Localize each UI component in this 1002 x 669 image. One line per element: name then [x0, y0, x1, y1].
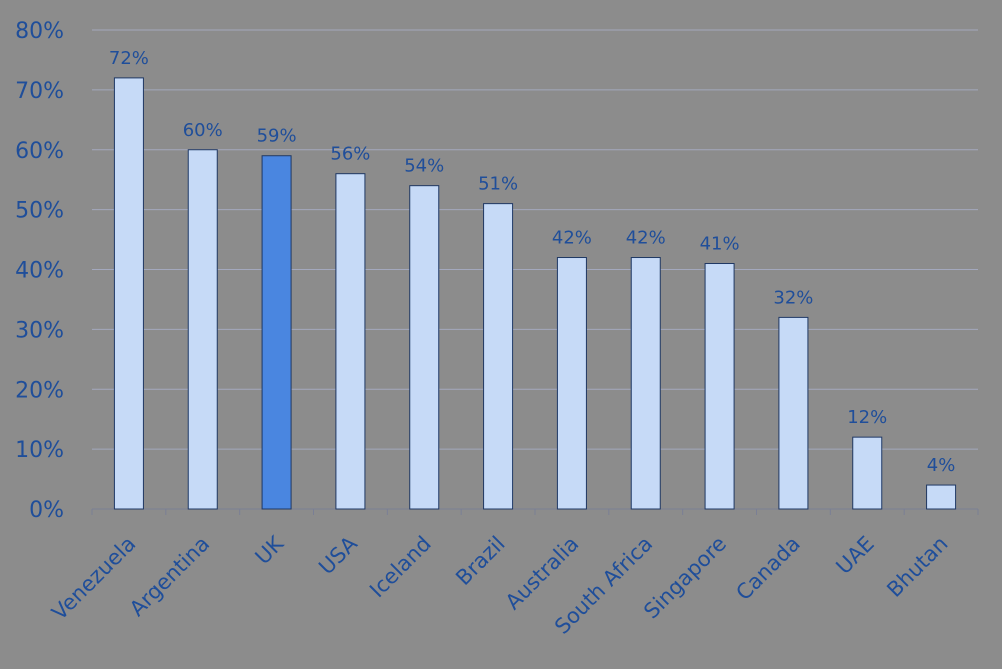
bar-venezuela	[113, 77, 144, 510]
bar-south-africa	[630, 257, 661, 510]
data-label: 56%	[330, 144, 370, 165]
x-tick-label: Iceland	[365, 532, 436, 603]
gridlines	[91, 29, 979, 515]
y-tick-label: 0%	[29, 498, 64, 523]
x-tick-label: UK	[251, 531, 289, 569]
bar-bhutan	[926, 484, 957, 510]
bar-singapore	[704, 263, 735, 510]
y-tick-label: 80%	[15, 19, 64, 44]
y-tick-label: 60%	[15, 139, 64, 164]
bars	[113, 77, 957, 510]
x-tick-label: Venezuela	[47, 532, 140, 625]
data-label: 72%	[109, 48, 149, 69]
y-tick-label: 20%	[15, 378, 64, 403]
x-tick-label: Canada	[731, 532, 804, 605]
data-label: 59%	[257, 126, 297, 147]
data-label: 41%	[700, 234, 740, 255]
bar-iceland	[409, 185, 440, 510]
y-tick-label: 10%	[15, 438, 64, 463]
y-tick-label: 30%	[15, 318, 64, 343]
x-tick-label: Argentina	[125, 532, 214, 621]
data-label: 51%	[478, 174, 518, 195]
x-tick-label: USA	[314, 531, 362, 579]
data-label: 12%	[847, 407, 887, 428]
x-tick-label: Bhutan	[882, 532, 952, 602]
data-label: 42%	[552, 228, 592, 249]
data-labels: 72% 60% 59% 56% 54% 51% 42% 42% 41% 32% 12% 4%	[109, 48, 955, 476]
data-label: 4%	[927, 455, 956, 476]
x-tick-label: UAE	[831, 532, 878, 579]
y-tick-label: 70%	[15, 79, 64, 104]
data-label: 60%	[183, 120, 223, 141]
y-tick-label: 40%	[15, 259, 64, 284]
bar-argentina	[187, 149, 218, 510]
bar-uk	[261, 155, 292, 510]
data-label: 54%	[404, 156, 444, 177]
bar-uae	[852, 436, 883, 510]
data-label: 32%	[773, 287, 813, 308]
bar-brazil	[483, 203, 514, 510]
y-tick-label: 50%	[15, 199, 64, 224]
y-axis-tick-labels: 0% 10% 20% 30% 40% 50% 60% 70% 80%	[15, 19, 64, 523]
data-label: 42%	[626, 228, 666, 249]
bar-usa	[335, 173, 366, 510]
bar-australia	[556, 257, 587, 510]
x-tick-label: Brazil	[451, 532, 509, 590]
bar-canada	[778, 316, 809, 510]
